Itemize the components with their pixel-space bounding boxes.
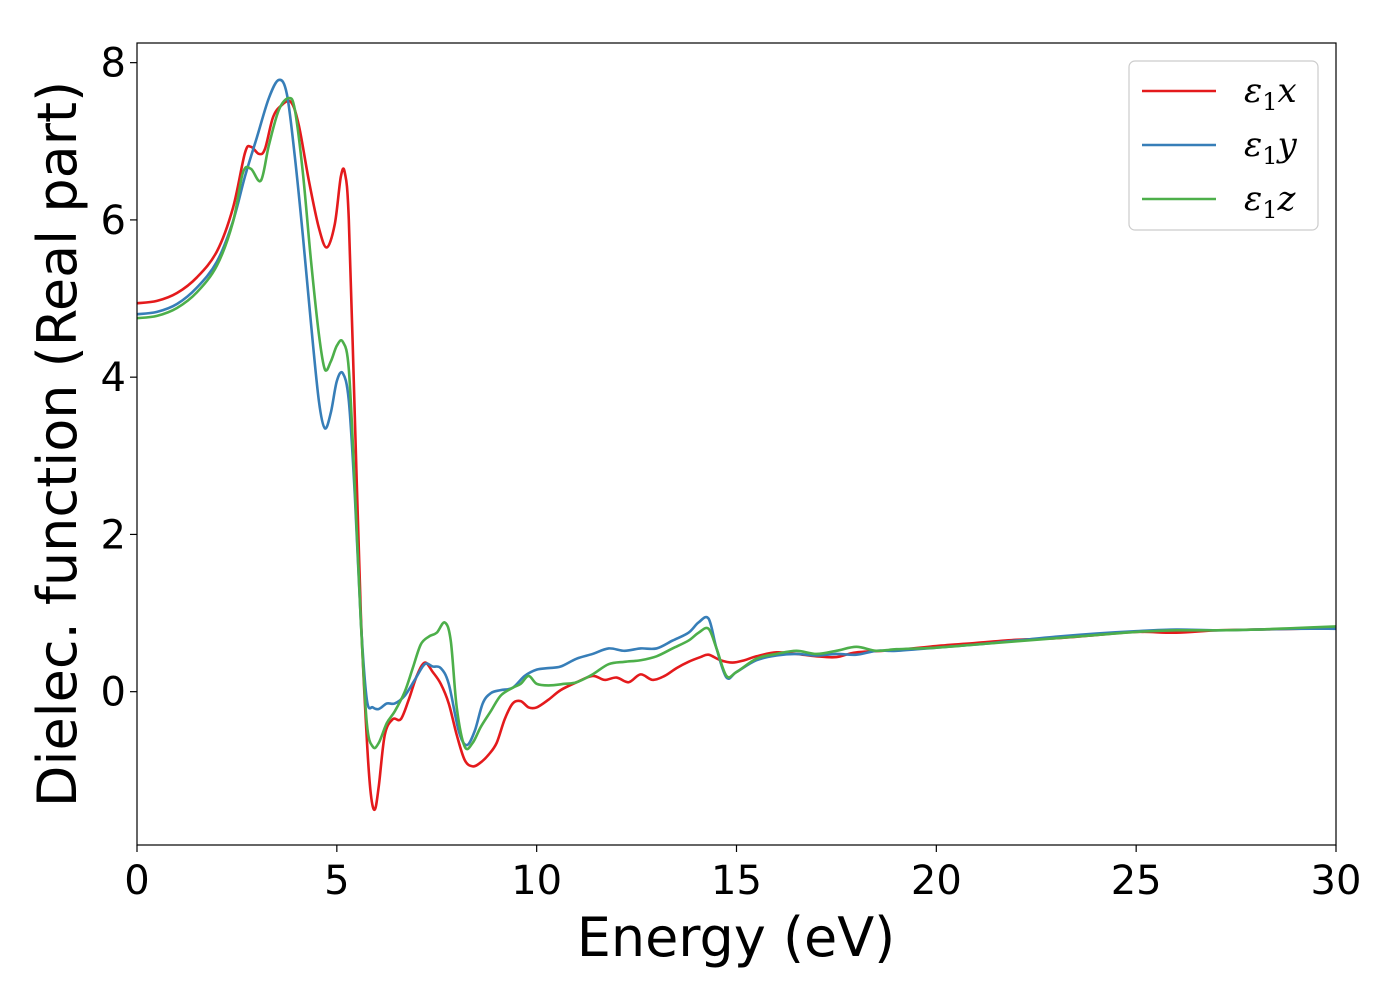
series-line-y: [137, 78, 1336, 747]
y-axis-label: Dielec. function (Real part): [26, 81, 89, 807]
y-tick-label: 2: [101, 512, 126, 558]
x-tick-label: 25: [1111, 858, 1162, 904]
y-tick-label: 6: [101, 198, 126, 244]
series-layer: [137, 78, 1336, 812]
x-tick-label: 20: [911, 858, 962, 904]
legend-label-z: ε1z: [1244, 179, 1297, 224]
y-tick-label: 4: [101, 355, 126, 401]
legend-label-x: ε1x: [1244, 71, 1297, 116]
x-axis-label: Energy (eV): [577, 906, 896, 969]
series-line-z: [137, 96, 1336, 751]
legend-box: [1128, 60, 1319, 231]
x-tick-label: 5: [324, 858, 349, 904]
x-tick-label: 15: [711, 858, 762, 904]
x-tick-label: 10: [511, 858, 562, 904]
y-axis: 0 2 4 6 8: [101, 41, 137, 716]
y-tick-label: 0: [101, 670, 126, 716]
x-tick-label: 30: [1311, 858, 1362, 904]
legend-label-y: ε1y: [1244, 125, 1298, 170]
x-axis: 0 5 10 15 20 25 30: [124, 845, 1361, 904]
x-tick-label: 0: [124, 858, 149, 904]
y-tick-label: 8: [101, 41, 126, 87]
legend: ε1x ε1y ε1z: [1128, 60, 1319, 231]
